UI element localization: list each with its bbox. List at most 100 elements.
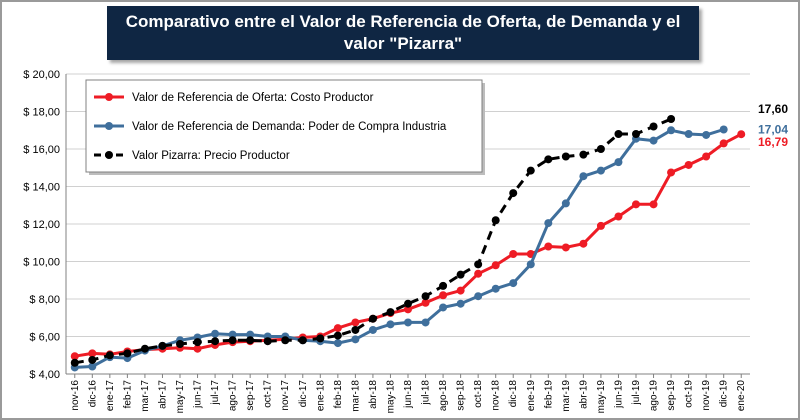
x-tick-label: feb-19: [543, 380, 554, 409]
x-tick-label: may-17: [175, 380, 186, 414]
series-1-point: [596, 221, 605, 230]
x-tick-label: ene-20: [736, 380, 747, 412]
x-tick-label: sep-18: [456, 380, 467, 411]
series-3-point: [246, 336, 255, 345]
y-tick-label: $ 16,00: [23, 144, 60, 156]
y-tick-label: $ 12,00: [23, 219, 60, 231]
series-3-end-label: 17,60: [758, 102, 788, 116]
series-2-point: [719, 125, 728, 134]
legend-swatch-marker: [105, 93, 113, 101]
series-3-point: [70, 358, 79, 367]
x-tick-label: jul-17: [210, 380, 221, 406]
series-2-point: [333, 339, 342, 348]
series-3-point: [579, 150, 588, 159]
series-3-point: [351, 325, 360, 334]
series-2-point: [526, 260, 535, 269]
x-tick-label: abr-17: [157, 380, 168, 409]
series-2-point: [544, 219, 553, 228]
series-1-point: [719, 139, 728, 148]
series-1-point: [702, 152, 711, 161]
series-2-point: [649, 136, 658, 145]
x-tick-label: oct-19: [684, 380, 695, 408]
series-2-point: [351, 335, 360, 344]
series-3-point: [368, 314, 377, 323]
series-1-point: [667, 168, 676, 177]
x-tick-label: jun-17: [193, 380, 204, 409]
series-3-point: [140, 344, 149, 353]
series-3-point: [158, 341, 167, 350]
series-2-point: [456, 299, 465, 308]
series-1-point: [684, 160, 693, 169]
series-3-point: [105, 351, 114, 360]
legend-swatch-marker: [105, 151, 113, 159]
x-tick-label: ene-18: [315, 380, 326, 412]
series-1-end-label: 16,79: [758, 135, 788, 149]
legend-box: [85, 79, 483, 173]
series-3-point: [667, 115, 676, 123]
x-tick-label: mar-18: [350, 380, 361, 412]
series-3-point: [263, 337, 272, 346]
series-2-point: [211, 329, 220, 338]
series-2-point: [404, 318, 412, 327]
series-2-point: [88, 362, 97, 371]
x-tick-label: nov-18: [491, 380, 502, 411]
series-2-point: [596, 166, 605, 175]
series-1-point: [88, 349, 97, 358]
x-tick-label: oct-18: [473, 380, 484, 408]
series-1-point: [737, 130, 746, 139]
series-3-point: [421, 292, 430, 301]
x-tick-label: ene-19: [526, 380, 537, 412]
series-3-point: [176, 340, 184, 348]
series-3-point: [123, 349, 132, 358]
series-2-point: [561, 199, 570, 208]
x-tick-label: dic-19: [719, 380, 730, 408]
series-2-point: [421, 318, 430, 327]
x-tick-label: may-19: [596, 380, 607, 414]
series-1-point: [509, 250, 518, 258]
series-3-point: [526, 166, 535, 175]
series-2-point: [368, 325, 377, 334]
x-tick-label: abr-18: [368, 380, 379, 409]
series-3-point: [649, 122, 658, 131]
series-2-point: [491, 284, 500, 293]
x-tick-label: nov-16: [70, 380, 81, 411]
x-tick-label: nov-17: [280, 380, 291, 411]
series-1-point: [544, 242, 553, 251]
series-1-point: [561, 243, 570, 252]
series-3-point: [561, 152, 570, 161]
series-3-point: [596, 145, 605, 153]
x-tick-label: jun-18: [403, 380, 414, 409]
legend-label: Valor de Referencia de Oferta: Costo Pro…: [132, 92, 374, 104]
x-tick-label: ago-18: [438, 380, 449, 412]
x-tick-label: sep-17: [245, 380, 256, 411]
series-1-point: [404, 305, 412, 314]
series-1-point: [474, 269, 483, 278]
series-1-point: [456, 286, 465, 295]
x-tick-label: ago-19: [649, 380, 660, 412]
series-3-point: [456, 270, 465, 279]
series-3-point: [386, 308, 395, 317]
series-1-point: [579, 239, 588, 248]
x-tick-label: feb-17: [122, 380, 133, 409]
series-1-point: [193, 344, 202, 353]
series-2-point: [702, 130, 711, 139]
series-3-point: [193, 338, 202, 347]
y-tick-label: $ 20,00: [23, 69, 60, 81]
series-1-point: [632, 200, 640, 209]
y-tick-label: $ 18,00: [23, 107, 60, 119]
series-3-point: [632, 130, 640, 138]
series-3-point: [544, 155, 553, 164]
series-3-point: [281, 336, 290, 345]
legend-swatch-marker: [105, 122, 113, 130]
x-tick-label: ene-17: [105, 380, 116, 412]
x-tick-label: dic-18: [508, 380, 519, 408]
x-tick-label: ago-17: [228, 380, 239, 412]
x-tick-label: mar-17: [140, 380, 151, 412]
x-tick-label: jul-19: [631, 380, 642, 406]
series-2-point: [386, 320, 395, 329]
x-tick-label: sep-19: [666, 380, 677, 411]
x-tick-label: feb-18: [333, 380, 344, 409]
y-tick-label: $ 10,00: [23, 257, 60, 269]
series-2-end-label: 17,04: [758, 123, 788, 137]
